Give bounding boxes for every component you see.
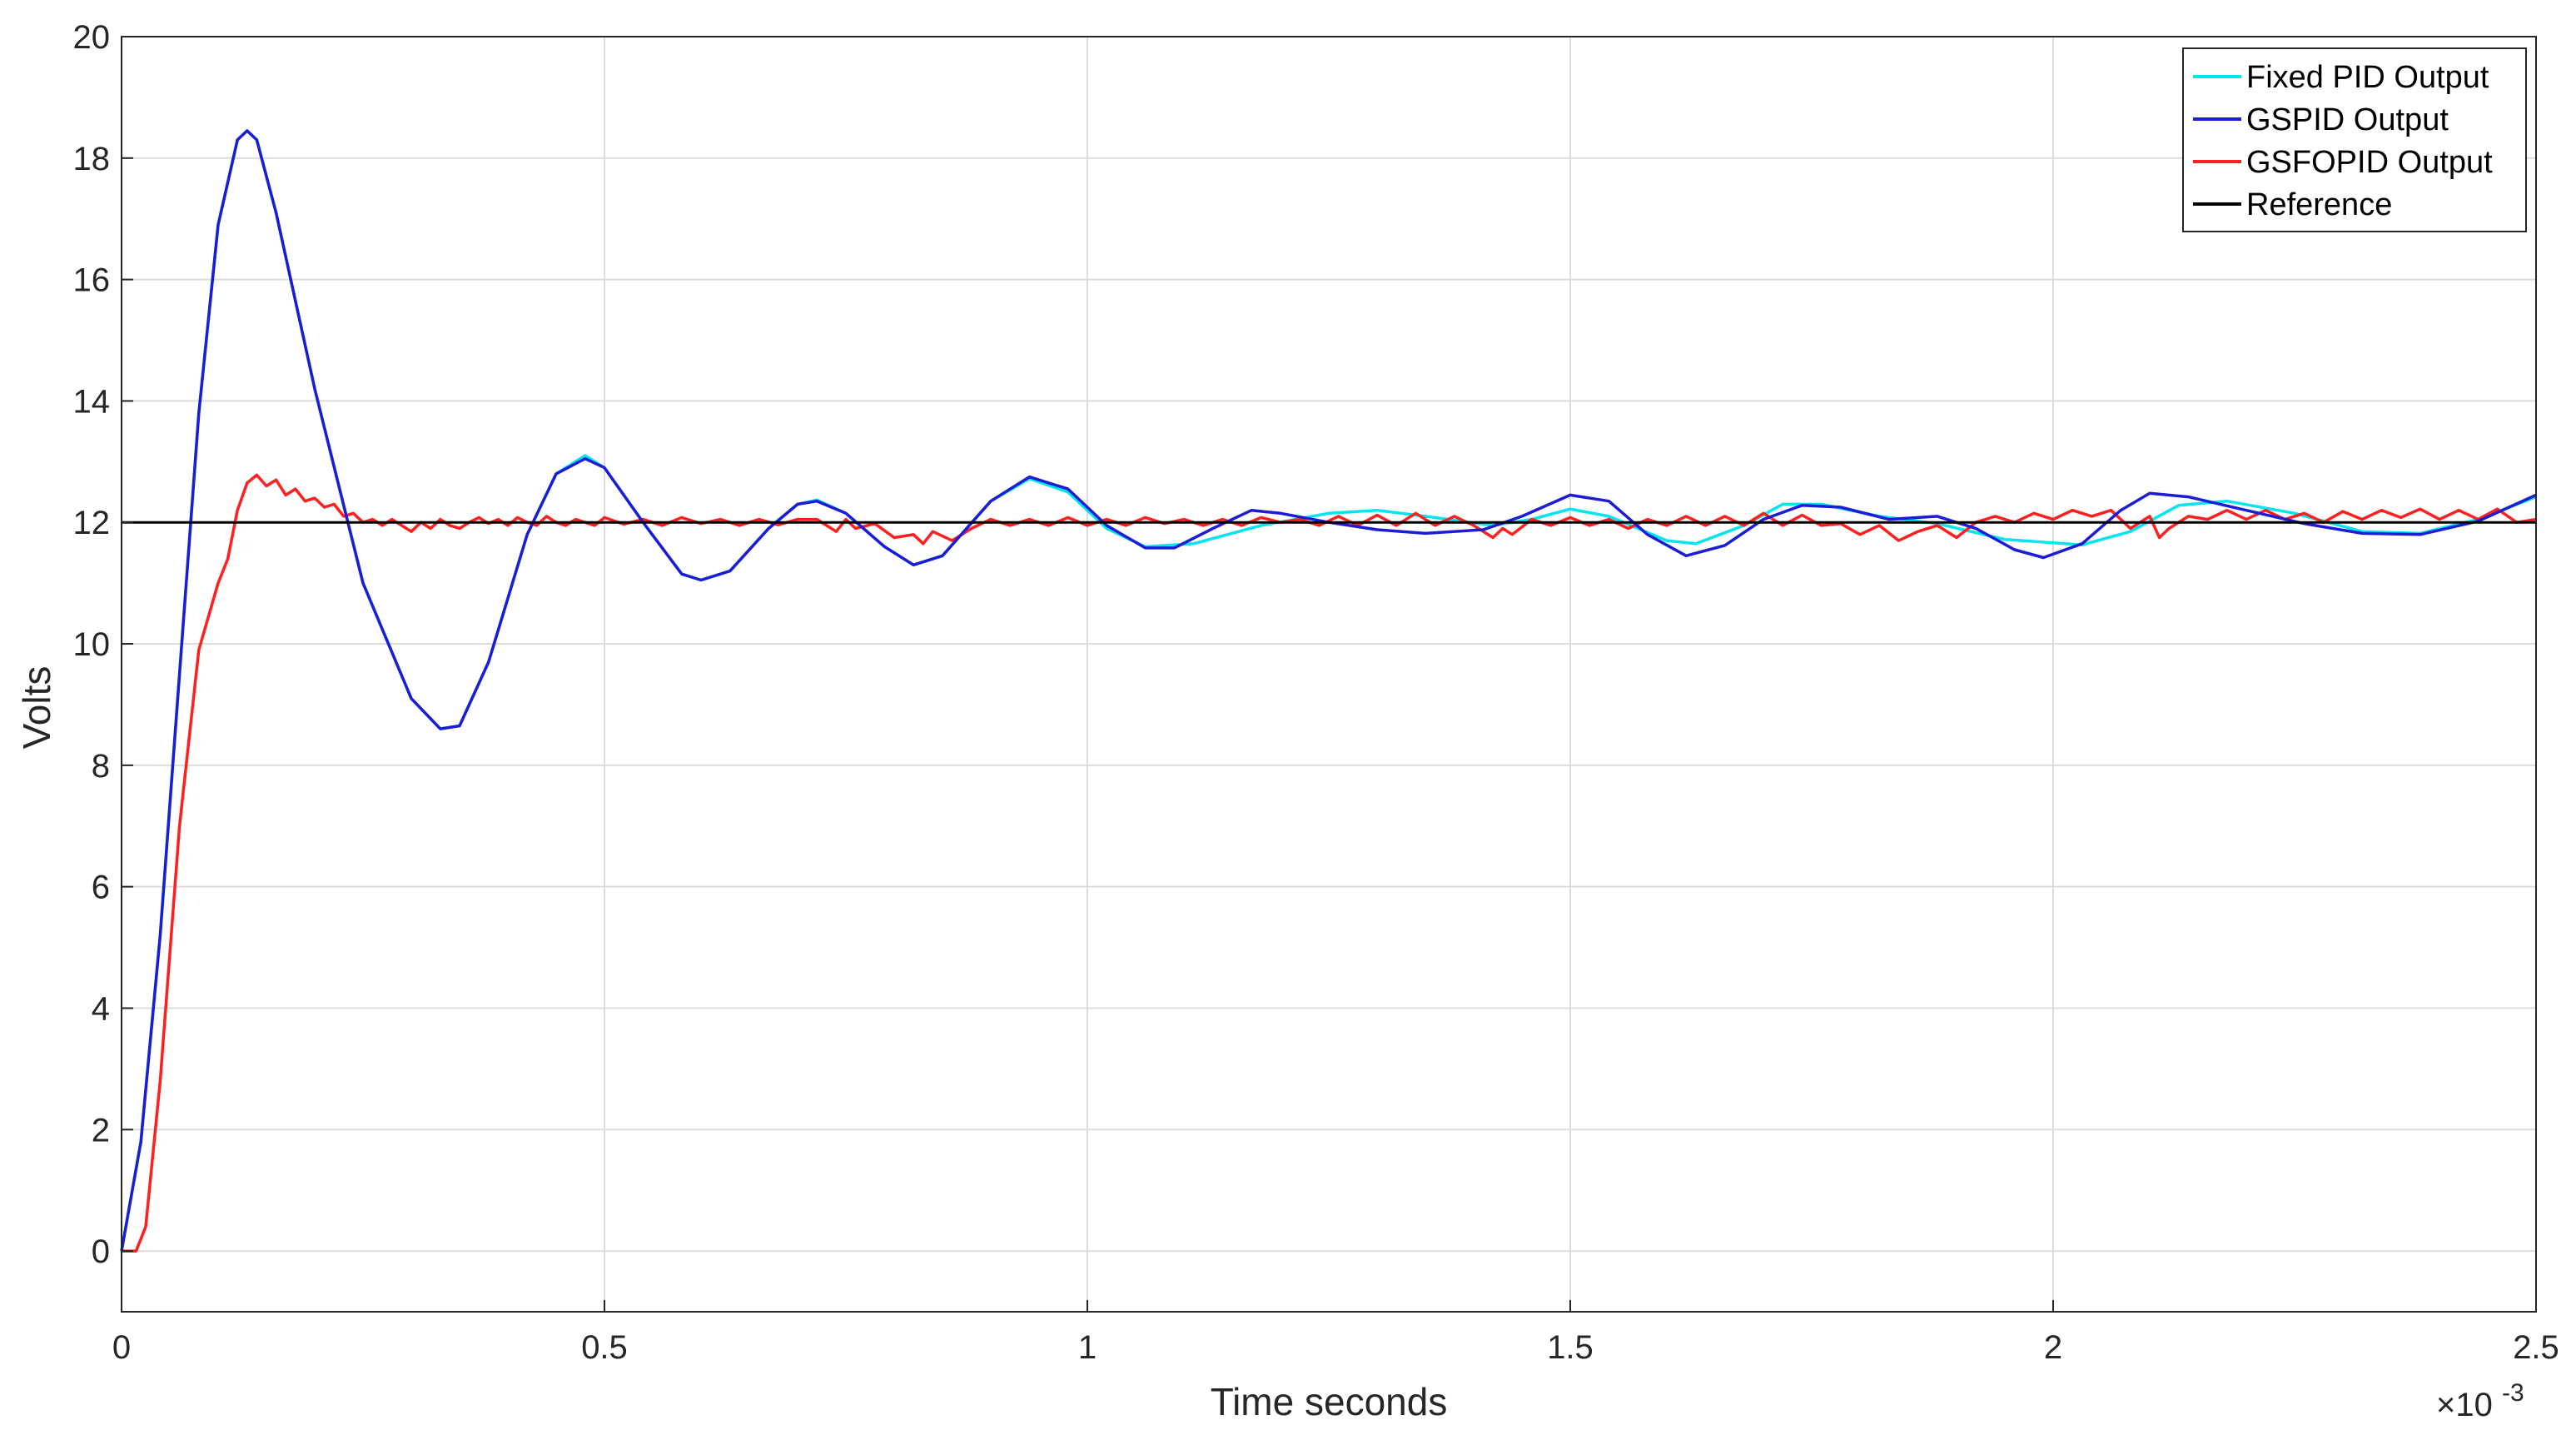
series-line-gsfopid-output (122, 473, 2537, 1253)
series-line-gspid-output (120, 129, 2537, 1252)
y-tick-label: 6 (92, 870, 110, 906)
plot-area-border (121, 36, 2537, 1313)
y-tick-label: 16 (73, 262, 111, 299)
x-tick-label: 0.5 (581, 1329, 628, 1366)
y-tick-label: 18 (73, 141, 111, 177)
legend-entry: Fixed PID Output (2193, 60, 2489, 95)
y-axis-ticks: 0 2 4 6 8 10 12 14 16 18 20 (73, 19, 133, 1270)
y-tick-label: 10 (73, 626, 111, 663)
y-axis-label: Volts (15, 666, 58, 750)
y-tick-label: 0 (92, 1233, 110, 1270)
legend-label: GSFOPID Output (2246, 145, 2493, 180)
x-tick-label: 1.5 (1547, 1329, 1594, 1366)
x-axis-exponent-base: ×10 (2436, 1387, 2493, 1423)
x-axis-label: Time seconds (1211, 1380, 1448, 1423)
x-axis-exponent-power: -3 (2502, 1379, 2524, 1407)
legend-label: GSPID Output (2246, 102, 2449, 137)
x-tick-label: 1 (1078, 1329, 1097, 1366)
legend-box (2182, 47, 2527, 232)
x-tick-label: 2 (2044, 1329, 2062, 1366)
y-tick-label: 14 (73, 383, 111, 420)
x-axis-ticks: 0 0.5 1 1.5 2 2.5 (112, 1300, 2559, 1366)
x-axis-exponent: ×10 -3 (2436, 1379, 2524, 1423)
y-tick-label: 20 (73, 19, 111, 56)
y-tick-label: 12 (73, 505, 111, 541)
legend: Fixed PID Output GSPID Output GSFOPID Outp… (2182, 47, 2527, 232)
legend-label: Reference (2246, 187, 2392, 222)
legend-entry: GSPID Output (2193, 102, 2449, 137)
y-tick-label: 2 (92, 1112, 110, 1149)
x-tick-label: 2.5 (2513, 1329, 2559, 1366)
legend-entry: Reference (2193, 187, 2392, 222)
legend-label: Fixed PID Output (2246, 60, 2489, 95)
series-group (120, 129, 2537, 1253)
x-tick-label: 0 (112, 1329, 131, 1366)
y-tick-label: 8 (92, 748, 110, 785)
y-tick-label: 4 (92, 990, 110, 1027)
grid-lines (121, 36, 2537, 1312)
legend-entry: GSFOPID Output (2193, 145, 2493, 180)
